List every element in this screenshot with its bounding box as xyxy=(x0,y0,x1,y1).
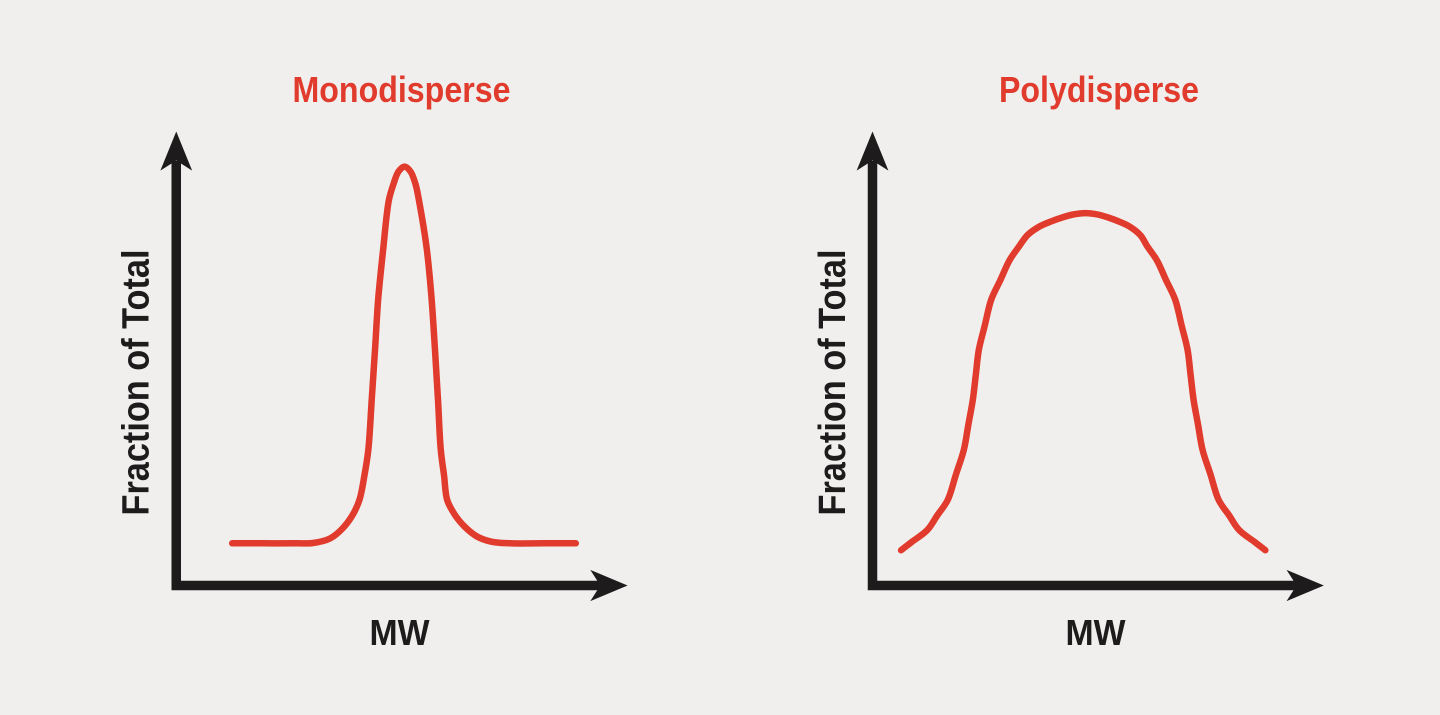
svg-text:Monodisperse: Monodisperse xyxy=(293,69,511,110)
svg-text:MW: MW xyxy=(370,613,430,653)
svg-text:Polydisperse: Polydisperse xyxy=(999,69,1199,110)
svg-text:Fraction of Total: Fraction of Total xyxy=(116,250,158,516)
svg-text:MW: MW xyxy=(1066,613,1126,653)
svg-text:Fraction of Total: Fraction of Total xyxy=(812,250,854,516)
